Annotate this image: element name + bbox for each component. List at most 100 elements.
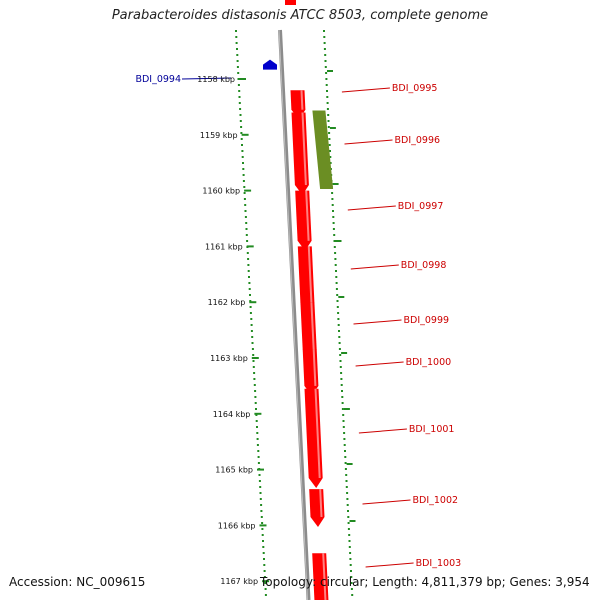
outer-dotted-ring-dot <box>343 438 346 440</box>
gene-label-bdi_0994[interactable]: BDI_0994 <box>135 74 181 85</box>
inner-dotted-ring-dot <box>249 300 252 302</box>
outer-dotted-ring-dot <box>336 294 339 296</box>
gene-label-bdi_0997[interactable]: BDI_0997 <box>398 201 444 212</box>
outer-ring-marker <box>341 352 348 354</box>
gene-label-bdi_1001[interactable]: BDI_1001 <box>409 424 455 435</box>
outer-dotted-ring-dot <box>338 342 341 344</box>
leader-line <box>341 87 390 93</box>
gene-label-bdi_0998[interactable]: BDI_0998 <box>401 260 447 271</box>
inner-dotted-ring-dot <box>244 216 247 218</box>
inner-dotted-ring-dot <box>241 144 243 146</box>
gene-label-bdi_1002[interactable]: BDI_1002 <box>413 495 459 506</box>
inner-dotted-ring-dot <box>255 414 258 416</box>
outer-dotted-ring-dot <box>349 552 352 554</box>
gene-arrow-shine <box>319 489 323 518</box>
outer-dotted-ring-dot <box>333 240 336 242</box>
inner-dotted-ring-dot <box>264 588 267 590</box>
gene-arrow-shine <box>310 302 315 350</box>
inner-dotted-ring-dot <box>257 450 260 452</box>
highlight-feature-bar[interactable] <box>312 110 334 190</box>
highlight-track <box>312 110 334 190</box>
backbone-highlight <box>278 29 308 600</box>
outer-dotted-ring-dot <box>336 300 339 302</box>
outer-dotted-ring-dot <box>329 156 332 158</box>
outer-dotted-ring-dot <box>338 336 341 338</box>
inner-dotted-ring-dot <box>264 594 267 596</box>
inner-dotted-ring-dot <box>256 432 259 434</box>
ruler-tick-label: 1162 kbp <box>208 298 246 307</box>
ruler-tick-label: 1165 kbp <box>215 466 253 475</box>
gene-arrow-bdi_0994[interactable] <box>263 59 277 70</box>
ruler <box>239 78 270 583</box>
outer-ring-marker <box>349 520 356 522</box>
inner-dotted-ring-dot <box>259 498 262 500</box>
inner-dotted-ring-dot <box>251 336 254 338</box>
gene-label-bdi_1000[interactable]: BDI_1000 <box>406 357 452 368</box>
inner-dotted-ring-dot <box>250 324 253 326</box>
inner-dotted-ring-dot <box>263 558 265 560</box>
outer-dotted-ring-dot <box>337 312 340 314</box>
inner-dotted-ring-dot <box>245 228 248 230</box>
leader-line <box>347 205 396 211</box>
outer-dotted-ring-dot <box>337 318 340 320</box>
inner-dotted-ring-dot <box>242 162 244 164</box>
outer-dotted-ring-dot <box>323 36 326 38</box>
outer-dotted-ring-dot <box>347 510 349 512</box>
outer-dotted-ring-dot <box>341 402 344 404</box>
outer-ring-marker <box>338 296 345 298</box>
gene-arrow-bdi_1002[interactable] <box>309 489 325 527</box>
outer-dotted-ring-dot <box>324 60 327 62</box>
gene-arrow-shine <box>300 90 304 110</box>
inner-dotted-ring-dot <box>263 576 266 578</box>
outer-dotted-ring-dot <box>344 462 347 464</box>
gene-arrow-shine <box>307 246 313 303</box>
outer-dotted-ring-dot <box>344 468 347 470</box>
inner-dotted-ring-dot <box>243 192 246 194</box>
inner-dotted-ring-dot <box>239 114 242 116</box>
inner-dotted-ring-dot <box>238 90 241 92</box>
ruler-tick <box>244 189 252 192</box>
inner-dotted-ring-dot <box>251 348 254 350</box>
inner-dotted-ring-dot <box>262 540 264 542</box>
leader-line <box>362 499 411 505</box>
outer-dotted-ring-dot <box>347 516 350 518</box>
inner-dotted-ring-dot <box>245 222 248 224</box>
outer-dotted-ring-dot <box>347 522 350 524</box>
gene-label-bdi_0996[interactable]: BDI_0996 <box>395 135 441 146</box>
outer-dotted-ring-dot <box>331 204 334 206</box>
outer-dotted-ring-dot <box>346 504 349 506</box>
gene-label-bdi_0995[interactable]: BDI_0995 <box>392 83 438 94</box>
inner-dotted-ring-dot <box>247 270 250 272</box>
gene-arrow-bdi_0997[interactable] <box>295 190 312 251</box>
outer-dotted-ring-dot <box>349 564 352 566</box>
gene-label-bdi_1003[interactable]: BDI_1003 <box>416 558 462 569</box>
outer-dotted-ring-dot <box>350 588 353 590</box>
ruler-tick-label: 1164 kbp <box>213 410 251 419</box>
inner-dotted-ring-dot <box>252 354 255 356</box>
inner-dotted-ring-dot <box>253 384 256 386</box>
inner-dotted-ring-dot <box>260 504 263 506</box>
inner-dotted-ring-dot <box>239 108 242 110</box>
inner-dotted-ring-dot <box>261 534 264 536</box>
outer-dotted-ring-dot <box>332 210 334 212</box>
inner-dotted-ring-dot <box>237 72 240 74</box>
inner-dotted-ring-dot <box>254 390 257 392</box>
inner-dotted-ring-dot <box>235 36 238 38</box>
inner-dotted-ring-dot <box>262 546 265 548</box>
outer-dotted-ring-dot <box>333 246 336 248</box>
inner-dotted-ring-dot <box>236 54 239 56</box>
partial-gene-top <box>285 0 296 5</box>
inner-dotted-ring-dot <box>253 372 256 374</box>
ruler-tick <box>239 78 246 80</box>
inner-dotted-ring-dot <box>250 318 253 320</box>
outer-dotted-ring-dot <box>341 396 344 398</box>
outer-dotted-ring-dot <box>333 234 336 236</box>
outer-dotted-ring-dot <box>331 192 334 194</box>
gene-label-bdi_0999[interactable]: BDI_0999 <box>404 315 450 326</box>
outer-dotted-ring-dot <box>329 162 332 164</box>
outer-dotted-ring-dot <box>335 282 338 284</box>
inner-dotted-ring-dot <box>244 204 247 206</box>
inner-dotted-ring-dot <box>243 186 246 188</box>
